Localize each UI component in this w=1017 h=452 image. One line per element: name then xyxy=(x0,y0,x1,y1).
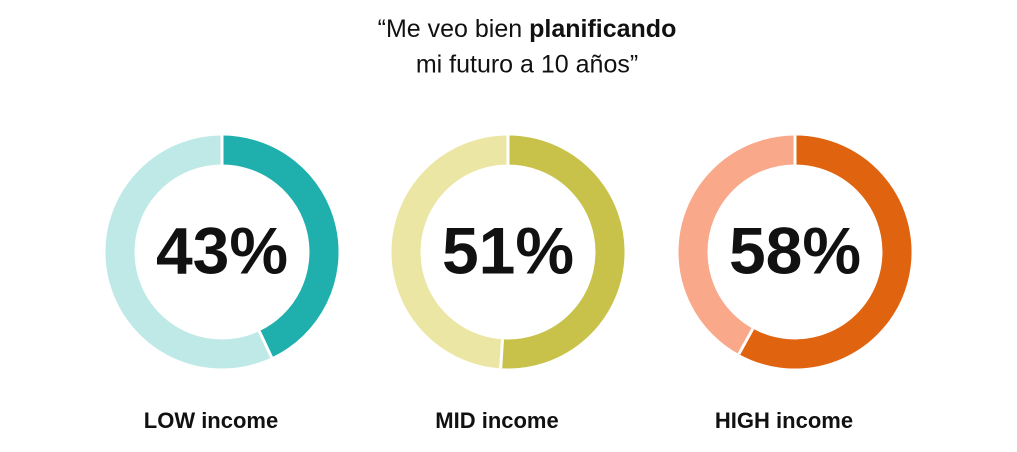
arc-separator xyxy=(737,327,755,355)
value-label: 51% xyxy=(442,213,574,287)
title-line-1: “Me veo bien planificando xyxy=(378,15,677,43)
title-line-2: mi futuro a 10 años” xyxy=(416,51,638,79)
value-label: 43% xyxy=(156,213,288,287)
title-start: “Me veo bien xyxy=(378,15,523,43)
donut-title: LOW income xyxy=(144,408,278,433)
title-bold: planificando xyxy=(529,15,676,43)
arc-separator xyxy=(257,330,273,359)
donut-arc xyxy=(738,135,912,369)
arc-separator xyxy=(499,339,505,369)
donut-arc xyxy=(500,135,625,369)
donut-title: MID income xyxy=(435,408,558,433)
donut-arc xyxy=(221,135,339,358)
donut-title: HIGH income xyxy=(715,408,853,433)
value-label: 58% xyxy=(729,213,861,287)
